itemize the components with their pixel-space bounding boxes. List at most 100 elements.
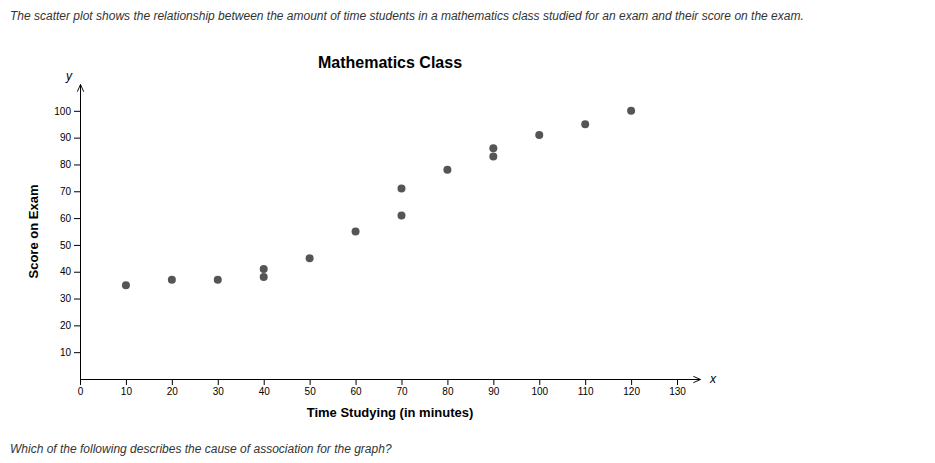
point xyxy=(352,228,360,236)
x-tick-label: 20 xyxy=(167,386,179,397)
chart-title: Mathematics Class xyxy=(318,54,462,71)
point xyxy=(168,276,176,284)
y-tick-mark xyxy=(74,299,80,300)
y-tick: 60 xyxy=(60,213,80,224)
bottom-text: Which of the following describes the cau… xyxy=(10,442,392,456)
x-tick: 80 xyxy=(442,379,454,397)
x-tick: 100 xyxy=(531,379,548,397)
points xyxy=(122,107,635,289)
point xyxy=(397,185,405,193)
x-tick-mark xyxy=(677,379,678,385)
point xyxy=(535,131,543,139)
x-tick-mark xyxy=(493,379,494,385)
point xyxy=(489,144,497,152)
x-tick-mark xyxy=(539,379,540,385)
x-tick-mark xyxy=(631,379,632,385)
x-tick: 120 xyxy=(623,379,640,397)
y-tick-label: 10 xyxy=(60,347,72,358)
y-tick-mark xyxy=(74,218,80,219)
x-tick-mark xyxy=(356,379,357,385)
x-tick-mark xyxy=(80,379,81,385)
x-tick-label: 70 xyxy=(396,386,408,397)
y-tick-label: 50 xyxy=(60,240,72,251)
x-tick-mark xyxy=(447,379,448,385)
y-tick-mark xyxy=(74,272,80,273)
x-tick-mark xyxy=(218,379,219,385)
x-tick: 110 xyxy=(578,379,594,397)
x-tick: 130 xyxy=(669,379,686,397)
y-tick-mark xyxy=(74,191,80,192)
point xyxy=(581,120,589,128)
x-tick-mark xyxy=(310,379,311,385)
y-tick-mark xyxy=(74,138,80,139)
x-tick-label: 60 xyxy=(350,386,362,397)
x-tick-label: 30 xyxy=(213,386,225,397)
y-tick: 90 xyxy=(60,132,80,143)
x-tick-label: 130 xyxy=(669,386,686,397)
y-tick-mark xyxy=(74,352,80,353)
y-tick: 10 xyxy=(60,347,80,358)
y-tick-label: 30 xyxy=(60,293,72,304)
y-axis-title: Score on Exam xyxy=(26,185,41,279)
y-tick: 50 xyxy=(60,240,80,251)
x-tick-mark xyxy=(401,379,402,385)
x-tick-label: 40 xyxy=(259,386,271,397)
x-tick: 50 xyxy=(305,379,317,397)
y-tick: 30 xyxy=(60,293,80,304)
y-tick-mark xyxy=(74,245,80,246)
y-tick-mark xyxy=(74,111,80,112)
y-tick: 40 xyxy=(60,266,80,277)
point xyxy=(443,166,451,174)
x-tick: 60 xyxy=(350,379,362,397)
plot-area: Mathematics Class01020304050607080901001… xyxy=(26,54,717,420)
y-tick-label: 60 xyxy=(60,213,72,224)
point xyxy=(214,276,222,284)
y-tick-label: 20 xyxy=(60,320,72,331)
y-axis: 10 20 30 40 50 60 70 80 90 100 xyxy=(54,85,80,380)
y-tick-mark xyxy=(74,325,80,326)
point xyxy=(260,265,268,273)
x-tick: 70 xyxy=(396,379,408,397)
point xyxy=(122,281,130,289)
y-tick-label: 70 xyxy=(60,186,72,197)
x-tick-mark xyxy=(264,379,265,385)
x-axis: 0 10 20 30 40 50 60 70 80 90 100 110 120 130 xyxy=(78,379,701,397)
y-tick-label: 40 xyxy=(60,266,72,277)
x-tick-label: 110 xyxy=(578,386,594,397)
point xyxy=(397,211,405,219)
point xyxy=(306,254,314,262)
y-tick: 100 xyxy=(54,106,80,117)
point xyxy=(627,107,635,115)
y-tick-label: 90 xyxy=(60,132,72,143)
x-tick: 20 xyxy=(167,379,179,397)
x-tick-label: 120 xyxy=(623,386,640,397)
y-axis-line xyxy=(80,85,81,380)
point xyxy=(260,273,268,281)
x-tick: 40 xyxy=(259,379,271,397)
chart-svg: The scatter plot shows the relationship … xyxy=(0,0,935,463)
x-tick: 10 xyxy=(121,379,133,397)
y-tip-label: y xyxy=(65,69,73,83)
x-tick-label: 90 xyxy=(488,386,500,397)
y-tick-mark xyxy=(74,164,80,165)
y-tick-label: 100 xyxy=(54,106,71,117)
y-tick: 80 xyxy=(60,159,80,170)
x-tick-mark xyxy=(585,379,586,385)
y-tick: 70 xyxy=(60,186,80,197)
x-tick-label: 50 xyxy=(305,386,317,397)
x-tick-mark xyxy=(126,379,127,385)
x-tip-label: x xyxy=(709,372,717,386)
x-tick-label: 80 xyxy=(442,386,454,397)
x-tick-label: 100 xyxy=(531,386,548,397)
y-tick-label: 80 xyxy=(60,159,72,170)
y-tick: 20 xyxy=(60,320,80,331)
x-tick-label: 10 xyxy=(121,386,133,397)
x-tick: 0 xyxy=(78,379,84,397)
x-tick-mark xyxy=(172,379,173,385)
x-tick: 30 xyxy=(213,379,225,397)
x-tick: 90 xyxy=(488,379,500,397)
x-tick-label: 0 xyxy=(78,386,84,397)
top-text: The scatter plot shows the relationship … xyxy=(10,9,804,23)
point xyxy=(489,152,497,160)
x-axis-line xyxy=(81,379,701,380)
